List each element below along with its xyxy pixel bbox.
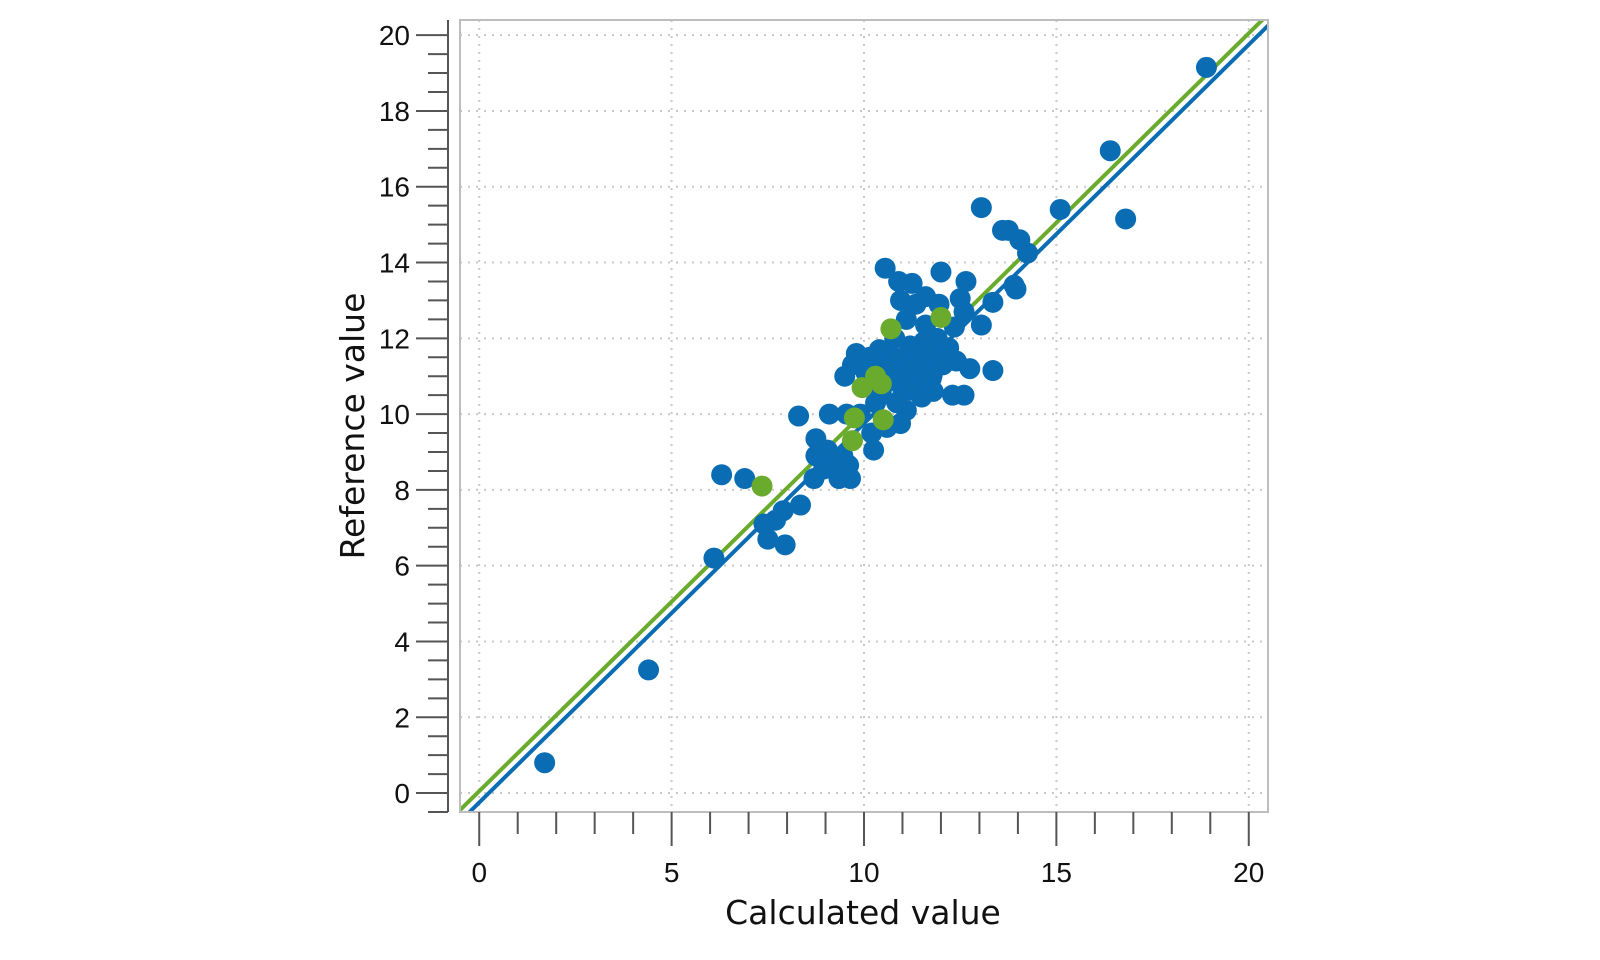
data-point-calibration <box>818 403 840 425</box>
data-point-calibration <box>895 399 917 421</box>
data-points <box>534 56 1217 774</box>
y-tick-label: 18 <box>379 96 410 127</box>
data-point-calibration <box>790 494 812 516</box>
data-point-calibration <box>840 468 862 490</box>
y-tick-label: 20 <box>379 20 410 51</box>
data-point-calibration <box>1099 140 1121 162</box>
y-tick-label: 8 <box>394 475 410 506</box>
y-tick-label: 12 <box>379 323 410 354</box>
y-tick-label: 16 <box>379 172 410 203</box>
data-point-calibration <box>955 270 977 292</box>
data-point-calibration <box>970 314 992 336</box>
data-point-calibration <box>874 257 896 279</box>
data-point-calibration <box>953 384 975 406</box>
data-point-calibration <box>953 301 975 323</box>
x-tick-label: 5 <box>664 857 680 888</box>
x-tick-label: 15 <box>1041 857 1072 888</box>
data-point-calibration <box>772 500 794 522</box>
y-axis-title: Reference value <box>333 293 372 560</box>
x-axis-title: Calculated value <box>725 893 1001 932</box>
data-point-calibration <box>1115 208 1137 230</box>
data-point-calibration <box>757 528 779 550</box>
data-point-calibration <box>1049 198 1071 220</box>
data-point-validation <box>880 318 902 340</box>
data-point-validation <box>870 373 892 395</box>
data-point-calibration <box>774 534 796 556</box>
data-point-calibration <box>1017 242 1039 264</box>
data-point-calibration <box>534 752 556 774</box>
x-tick-label: 10 <box>848 857 879 888</box>
data-point-calibration <box>930 261 952 283</box>
data-point-calibration <box>1005 278 1027 300</box>
gridlines <box>460 20 1268 812</box>
data-point-validation <box>841 430 863 452</box>
y-tick-label: 14 <box>379 248 410 279</box>
data-point-validation <box>751 475 773 497</box>
data-point-validation <box>843 407 865 429</box>
data-point-calibration <box>882 346 904 368</box>
data-point-calibration <box>788 405 810 427</box>
x-axis: 0 5 10 15 20 <box>471 812 1264 888</box>
data-point-calibration <box>1195 56 1217 78</box>
data-point-calibration <box>970 197 992 219</box>
y-tick-label: 4 <box>394 626 410 657</box>
data-point-calibration <box>922 380 944 402</box>
data-point-validation <box>872 409 894 431</box>
data-point-calibration <box>901 272 923 294</box>
y-tick-label: 6 <box>394 551 410 582</box>
data-point-calibration <box>711 464 733 486</box>
data-point-calibration <box>863 439 885 461</box>
data-point-calibration <box>638 659 660 681</box>
y-tick-label: 0 <box>394 778 410 809</box>
data-point-calibration <box>959 358 981 380</box>
data-point-calibration <box>895 308 917 330</box>
data-point-calibration <box>982 291 1004 313</box>
data-point-validation <box>930 306 952 328</box>
y-tick-label: 10 <box>379 399 410 430</box>
x-tick-label: 20 <box>1233 857 1264 888</box>
data-point-calibration <box>734 468 756 490</box>
y-tick-label: 2 <box>394 702 410 733</box>
data-point-calibration <box>982 360 1004 382</box>
data-point-calibration <box>703 547 725 569</box>
y-axis: 0 2 4 6 8 10 12 14 16 18 20 <box>379 20 449 813</box>
x-tick-label: 0 <box>471 857 487 888</box>
